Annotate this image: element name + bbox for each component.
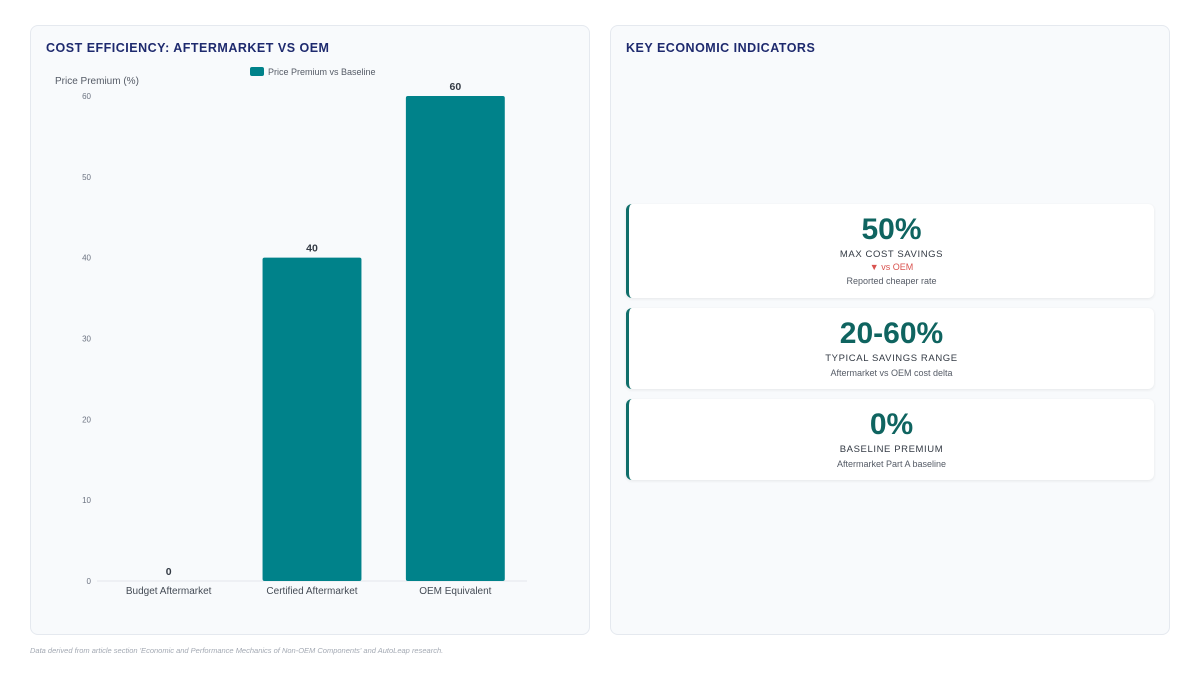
bar-chart: Price Premium (%) Price Premium vs Baseli… — [31, 26, 591, 636]
legend-swatch — [250, 67, 264, 76]
y-tick-label: 40 — [82, 254, 91, 263]
kpi-description: Aftermarket Part A baseline — [629, 459, 1154, 469]
y-tick-label: 30 — [82, 335, 91, 344]
indicators-panel: KEY ECONOMIC INDICATORS 50% MAX COST SAV… — [610, 25, 1170, 635]
indicators-panel-title: KEY ECONOMIC INDICATORS — [626, 41, 815, 55]
y-tick-label: 0 — [87, 577, 92, 586]
kpi-trend-down: ▼ vs OEM — [629, 262, 1154, 272]
bar-value-label: 60 — [449, 81, 461, 93]
y-tick-label: 20 — [82, 415, 91, 424]
y-tick-label: 60 — [82, 92, 91, 101]
y-tick-label: 50 — [82, 173, 91, 182]
kpi-value: 20-60% — [629, 317, 1154, 351]
kpi-value: 50% — [629, 213, 1154, 247]
kpi-description: Aftermarket vs OEM cost delta — [629, 368, 1154, 378]
footnote: Data derived from article section 'Econo… — [30, 646, 443, 655]
chart-panel: Price Premium (%) Price Premium vs Baseli… — [30, 25, 590, 635]
x-tick-label: OEM Equivalent — [419, 586, 491, 597]
x-tick-label: Certified Aftermarket — [266, 586, 357, 597]
kpi-description: Reported cheaper rate — [629, 276, 1154, 286]
kpi-card-baseline-premium: 0% BASELINE PREMIUM Aftermarket Part A b… — [626, 399, 1154, 480]
bar — [406, 96, 505, 581]
kpi-label: MAX COST SAVINGS — [629, 249, 1154, 260]
bar-value-label: 40 — [306, 243, 318, 255]
bar-value-label: 0 — [166, 566, 172, 578]
bar — [263, 258, 362, 581]
x-tick-label: Budget Aftermarket — [126, 586, 212, 597]
legend-label: Price Premium vs Baseline — [268, 67, 376, 77]
kpi-label: TYPICAL SAVINGS RANGE — [629, 353, 1154, 364]
kpi-value: 0% — [629, 408, 1154, 442]
kpi-card-max-savings: 50% MAX COST SAVINGS ▼ vs OEM Reported c… — [626, 204, 1154, 298]
chart-panel-title: COST EFFICIENCY: AFTERMARKET VS OEM — [46, 41, 329, 55]
y-axis-label: Price Premium (%) — [55, 76, 139, 87]
y-tick-label: 10 — [82, 496, 91, 505]
kpi-card-savings-range: 20-60% TYPICAL SAVINGS RANGE Aftermarket… — [626, 308, 1154, 389]
kpi-label: BASELINE PREMIUM — [629, 444, 1154, 455]
